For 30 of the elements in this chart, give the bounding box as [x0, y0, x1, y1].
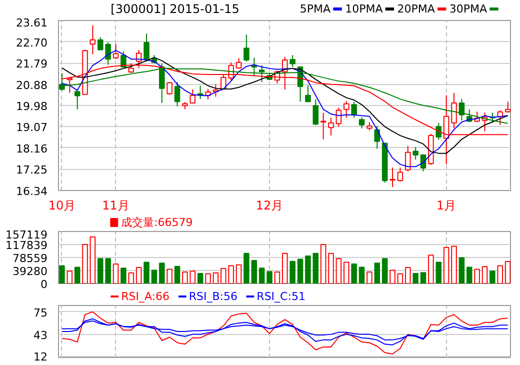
legend-label: 成交量:66579: [121, 216, 193, 229]
y-tick-label: 12: [34, 350, 48, 364]
y-tick-label: 23.61: [16, 16, 48, 30]
legend-label: RSI_A:66: [121, 290, 170, 303]
legend-label: RSI_C:51: [256, 290, 306, 303]
y-tick-label: 39280: [12, 265, 48, 278]
x-tick-label: 12月: [256, 198, 284, 212]
legend-label: 10PMA: [345, 2, 384, 16]
x-tick-label: 10月: [48, 198, 76, 212]
y-tick-label: 21.79: [16, 58, 48, 71]
legend-label: 30PMA: [449, 2, 488, 16]
y-tick-label: 157119: [6, 228, 48, 242]
y-tick-label: 16.34: [16, 185, 48, 198]
x-tick-label: 1月: [436, 198, 456, 212]
legend-label: RSI_B:56: [188, 290, 238, 303]
y-tick-label: 20.88: [16, 78, 48, 92]
y-tick-label: 18.16: [16, 142, 48, 156]
legend-label: 20PMA: [397, 2, 436, 16]
y-tick-label: 0: [40, 278, 48, 291]
y-tick-label: 75: [34, 306, 48, 320]
y-tick-label: 22.70: [16, 36, 48, 50]
y-tick-label: 19.98: [16, 100, 48, 113]
y-tick-label: 43: [34, 328, 48, 342]
x-tick-label: 11月: [102, 198, 130, 212]
legend-label: 5PMA: [300, 2, 332, 16]
chart-title: [300001] 2015-01-15: [110, 2, 240, 16]
y-tick-label: 19.07: [16, 121, 48, 134]
y-tick-label: 78559: [12, 252, 48, 265]
y-tick-label: 117839: [6, 239, 48, 252]
y-tick-label: 17.25: [16, 164, 48, 177]
